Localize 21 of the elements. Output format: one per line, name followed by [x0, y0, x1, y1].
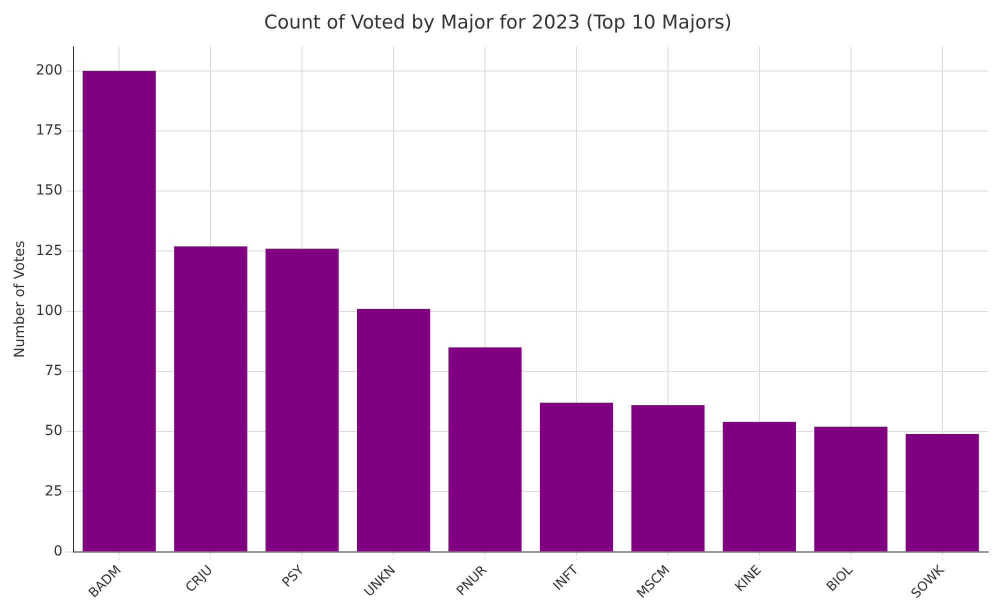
bar: [82, 70, 156, 552]
y-tick-label: 125: [36, 242, 63, 259]
bar: [540, 402, 614, 552]
y-tick-label: 175: [36, 122, 63, 139]
y-tick-label: 25: [44, 483, 63, 500]
bar: [906, 434, 979, 552]
bar: [448, 347, 522, 552]
bar: [814, 426, 888, 552]
bar: [266, 248, 339, 552]
bar: [722, 422, 796, 552]
y-axis-title: Number of Votes: [12, 240, 28, 358]
y-tick-label: 0: [54, 543, 63, 560]
bar: [174, 246, 248, 552]
bar: [357, 308, 430, 552]
chart-title: Count of Voted by Major for 2023 (Top 10 Majors): [264, 11, 732, 34]
y-tick-label: 150: [36, 182, 63, 199]
y-tick-label: 200: [36, 62, 63, 78]
y-tick-label: 50: [44, 423, 63, 440]
y-tick-label: 100: [36, 302, 63, 319]
bar: [631, 405, 705, 552]
y-tick-label: 75: [44, 363, 63, 380]
